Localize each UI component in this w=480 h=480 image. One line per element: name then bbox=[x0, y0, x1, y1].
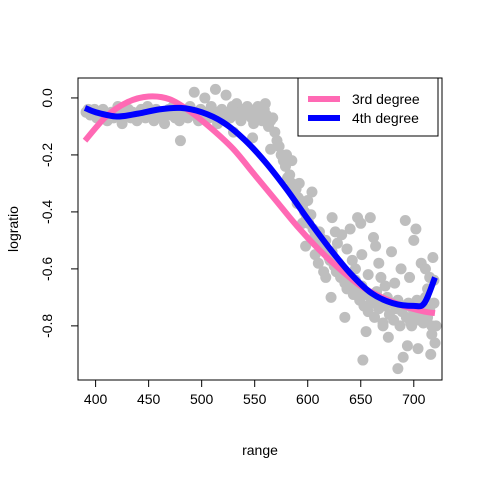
data-point bbox=[356, 249, 367, 260]
data-point bbox=[345, 224, 356, 235]
data-point bbox=[286, 155, 297, 166]
data-point bbox=[294, 178, 305, 189]
data-point bbox=[427, 252, 438, 263]
data-point bbox=[418, 318, 429, 329]
data-point bbox=[175, 135, 186, 146]
legend-box bbox=[298, 78, 438, 136]
data-point bbox=[386, 246, 397, 257]
x-tick-label: 650 bbox=[349, 391, 373, 407]
data-point bbox=[363, 269, 374, 280]
x-tick-label: 700 bbox=[402, 391, 426, 407]
data-point bbox=[189, 87, 200, 98]
legend-label-4th: 4th degree bbox=[352, 110, 419, 126]
data-point bbox=[389, 278, 400, 289]
data-point bbox=[221, 90, 232, 101]
data-point bbox=[400, 215, 411, 226]
data-point bbox=[396, 263, 407, 274]
data-point bbox=[326, 292, 337, 303]
x-tick-label: 450 bbox=[137, 391, 161, 407]
x-tick-label: 550 bbox=[243, 391, 267, 407]
data-point bbox=[425, 349, 436, 360]
data-point bbox=[398, 352, 409, 363]
data-point bbox=[267, 112, 278, 123]
data-point bbox=[355, 218, 366, 229]
data-point bbox=[431, 320, 442, 331]
x-tick-label: 500 bbox=[190, 391, 214, 407]
y-tick-label: -0.2 bbox=[39, 143, 55, 167]
y-tick-label: -0.4 bbox=[39, 200, 55, 224]
data-point bbox=[413, 343, 424, 354]
data-point bbox=[341, 243, 352, 254]
x-axis: 400 450 500 550 600 650 700 bbox=[84, 380, 426, 407]
y-axis-label: logratio bbox=[5, 206, 21, 252]
data-point bbox=[365, 212, 376, 223]
data-point bbox=[357, 355, 368, 366]
data-point bbox=[370, 241, 381, 252]
x-tick-label: 600 bbox=[296, 391, 320, 407]
data-point bbox=[406, 320, 417, 331]
data-point bbox=[361, 326, 372, 337]
x-tick-label: 400 bbox=[84, 391, 108, 407]
legend: 3rd degree 4th degree bbox=[298, 78, 438, 136]
data-point bbox=[260, 98, 271, 109]
data-point bbox=[320, 272, 331, 283]
data-point bbox=[402, 340, 413, 351]
data-point bbox=[210, 84, 221, 95]
data-point bbox=[428, 298, 439, 309]
data-point bbox=[327, 212, 338, 223]
legend-label-3rd: 3rd degree bbox=[352, 91, 420, 107]
data-point bbox=[430, 337, 441, 348]
y-axis: 0.0 -0.2 -0.4 -0.6 -0.8 bbox=[39, 88, 78, 338]
y-tick-label: 0.0 bbox=[39, 88, 55, 108]
data-point bbox=[339, 312, 350, 323]
data-point bbox=[265, 144, 276, 155]
data-point bbox=[306, 186, 317, 197]
data-point bbox=[392, 363, 403, 374]
data-point bbox=[404, 272, 415, 283]
x-axis-label: range bbox=[242, 442, 278, 458]
y-tick-label: -0.8 bbox=[39, 314, 55, 338]
data-point bbox=[378, 320, 389, 331]
data-point bbox=[408, 235, 419, 246]
data-point bbox=[373, 258, 384, 269]
data-point bbox=[380, 280, 391, 291]
data-point bbox=[383, 332, 394, 343]
y-tick-label: -0.6 bbox=[39, 257, 55, 281]
data-point bbox=[410, 224, 421, 235]
